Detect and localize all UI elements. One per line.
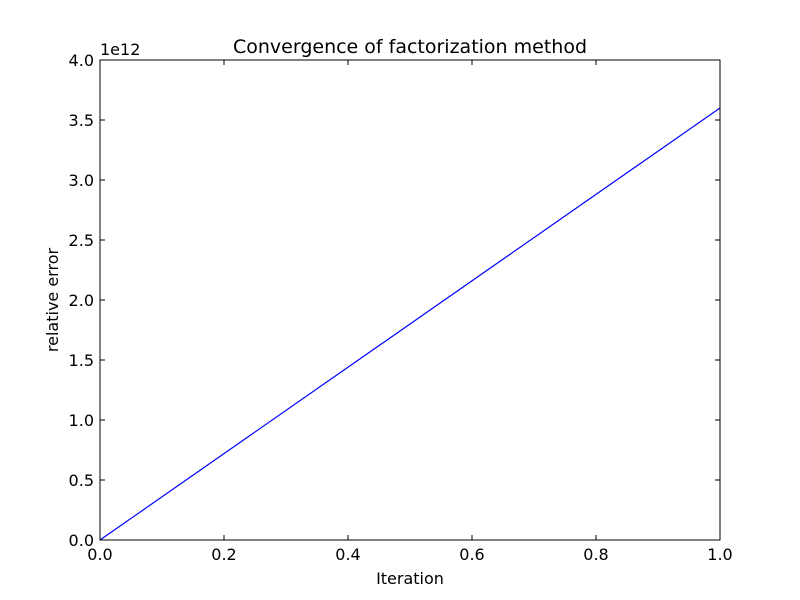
chart-title: Convergence of factorization method [233,36,587,58]
y-tick-label: 0.0 [69,531,94,550]
plot-frame [99,59,721,541]
x-tick-label: 1.0 [707,545,732,564]
x-axis-label: Iteration [376,569,444,588]
y-tick-label: 1.0 [69,411,94,430]
series-line [99,107,721,541]
series-layer [99,107,721,541]
y-tick-label: 3.0 [69,171,94,190]
x-tick-label: 0.4 [335,545,360,564]
y-offset-label: 1e12 [100,40,140,59]
x-tick-label: 0.8 [583,545,608,564]
y-tick-label: 4.0 [69,51,94,70]
y-tick-label: 2.0 [69,291,94,310]
x-tick-label: 0.2 [211,545,236,564]
x-tick-label: 0.0 [87,545,112,564]
y-tick-label: 0.5 [69,471,94,490]
y-tick-label: 2.5 [69,231,94,250]
y-tick-label: 1.5 [69,351,94,370]
plot-area [100,60,720,540]
y-axis-label: relative error [43,247,62,352]
ticks-layer: 0.0 0.2 0.4 0.6 0.8 1.0 0.0 0.5 1.0 1.5 2.0 2.5 3.0 3… [69,51,733,564]
x-tick-label: 0.6 [459,545,484,564]
y-tick-label: 3.5 [69,111,94,130]
